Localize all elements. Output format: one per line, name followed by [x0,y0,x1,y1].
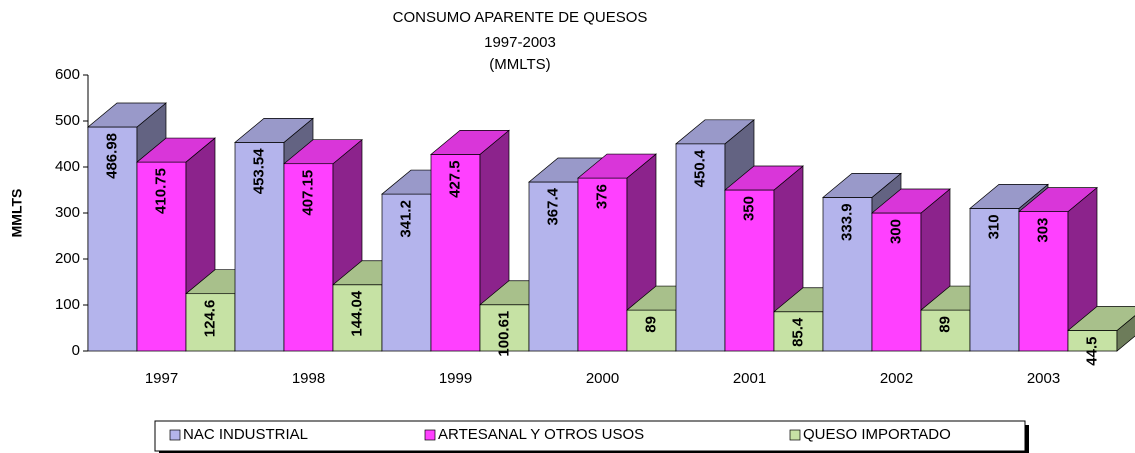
value-label: 410.75 [152,168,169,214]
bar [528,181,579,352]
bar-top [87,102,167,128]
bar [283,163,334,352]
bar [920,309,971,352]
bar-side [1116,315,1135,352]
x-tick-label: 1998 [292,370,325,387]
value-label: 450.4 [691,149,708,187]
bar-top [430,130,510,155]
value-label: 303 [1034,218,1051,243]
bar-top [871,188,951,214]
y-tick-label: 200 [55,250,80,267]
value-label: 486.98 [103,133,120,179]
legend-label: QUESO IMPORTADO [803,426,951,443]
bar [234,142,285,352]
value-label: 453.54 [250,148,267,195]
bar [969,208,1020,352]
chart-subtitle: (MMLTS) [489,56,550,73]
value-label: 333.9 [838,203,855,241]
value-label: 124.6 [201,300,218,338]
y-tick-label: 300 [55,204,80,221]
bar-top [234,118,314,143]
x-tick-label: 2000 [586,370,619,387]
legend-swatch [789,429,801,441]
value-label: 376 [593,184,610,209]
bar-top [136,137,216,163]
y-tick-label: 600 [55,66,80,83]
legend-label: NAC INDUSTRIAL [183,426,308,443]
value-label: 427.5 [446,160,463,198]
bar-top [675,119,755,145]
value-label: 300 [887,219,904,244]
x-tick-label: 2003 [1027,370,1060,387]
bar-top [822,173,902,198]
y-axis-label: MMLTS [9,189,25,238]
bar-top [1067,306,1135,331]
legend-label: ARTESANAL Y OTROS USOS [438,426,644,443]
value-label: 89 [642,316,659,333]
bar [675,143,726,352]
value-label: 341.2 [397,200,414,238]
value-label: 407.15 [299,170,316,216]
y-tick-label: 0 [72,342,80,359]
bar-top [724,165,804,191]
value-label: 85.4 [789,317,806,347]
value-label: 144.04 [348,290,365,337]
bar-top [577,153,657,179]
x-tick-label: 1997 [145,370,178,387]
y-tick-label: 100 [55,296,80,313]
x-tick-label: 2001 [733,370,766,387]
bar [626,309,677,352]
value-label: 367.4 [544,187,561,225]
legend-swatch [169,429,181,441]
x-tick-label: 2002 [880,370,913,387]
bar [332,284,383,352]
bar [871,212,922,352]
bar-top [1018,187,1098,212]
value-label: 350 [740,196,757,221]
legend [154,420,1026,452]
chart-subtitle: 1997-2003 [484,34,556,51]
bar [185,293,236,352]
value-label: 44.5 [1083,337,1100,366]
y-tick-label: 500 [55,112,80,129]
y-tick-label: 400 [55,158,80,175]
bar-top [283,139,363,165]
bar-top [969,184,1049,209]
x-tick-label: 1999 [439,370,472,387]
bar [479,304,530,352]
bar [724,189,775,352]
value-label: 310 [985,214,1002,239]
value-label: 89 [936,316,953,333]
legend-swatch [424,429,436,441]
value-label: 100.61 [495,311,512,357]
chart-title: CONSUMO APARENTE DE QUESOS [393,9,648,26]
